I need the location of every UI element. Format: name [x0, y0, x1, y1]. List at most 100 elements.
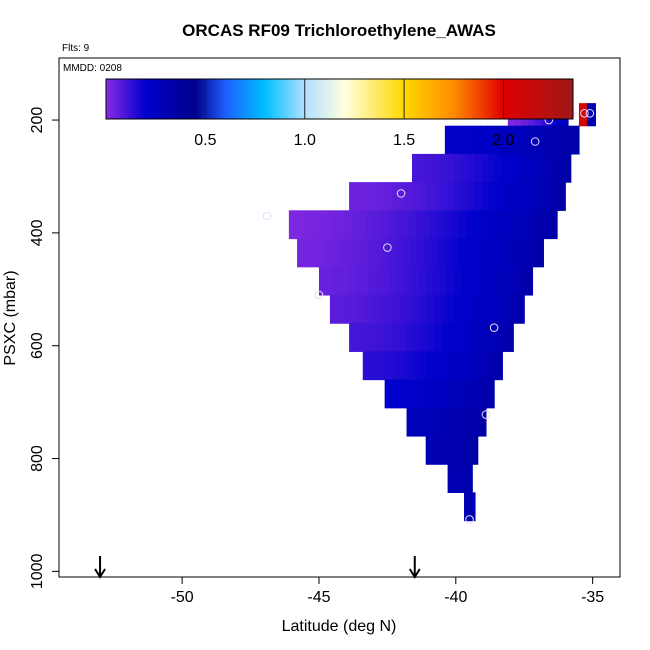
- heatmap-cell: [486, 210, 495, 240]
- heatmap-cell: [353, 238, 362, 268]
- heatmap-cell: [475, 294, 484, 324]
- heatmap-cell: [411, 351, 420, 381]
- heatmap-cell: [408, 210, 417, 240]
- heatmap-cell: [480, 379, 488, 409]
- heatmap-cell: [420, 407, 429, 437]
- heatmap-cell: [295, 210, 304, 240]
- heatmap-cell: [369, 182, 378, 211]
- heatmap-cell: [511, 266, 519, 296]
- heatmap-cell: [474, 153, 482, 183]
- heatmap-cell: [406, 323, 414, 352]
- heatmap-cell: [366, 210, 375, 240]
- heatmap-cell: [432, 351, 441, 381]
- heatmap-cell: [487, 153, 496, 183]
- heatmap-cell: [500, 210, 509, 240]
- heatmap-cell: [375, 266, 384, 296]
- heatmap-cell: [454, 266, 462, 296]
- heatmap-cell: [495, 182, 504, 211]
- heatmap-cell: [466, 125, 474, 155]
- heatmap-cell: [550, 153, 558, 183]
- heatmap-cell: [460, 153, 468, 183]
- heatmap-cell: [359, 210, 368, 240]
- heatmap-cell: [466, 464, 473, 493]
- heatmap-cell: [369, 351, 378, 381]
- sample-point: [383, 243, 392, 252]
- heatmap-cell: [432, 266, 441, 296]
- heatmap-cell: [432, 182, 441, 211]
- heatmap-cell: [481, 153, 489, 183]
- sample-point: [262, 211, 272, 221]
- heatmap-cell: [343, 294, 352, 324]
- heatmap-cell: [482, 294, 491, 324]
- heatmap-cell: [326, 266, 334, 296]
- heatmap-cell: [331, 210, 339, 240]
- heatmap-cell: [535, 210, 544, 240]
- heatmap-cell: [377, 323, 386, 352]
- heatmap-cell: [494, 153, 503, 183]
- heatmap-cell: [469, 492, 476, 522]
- heatmap-cell: [423, 238, 432, 268]
- colorbar-tick-label: 0.5: [194, 132, 216, 149]
- heatmap-cell: [515, 153, 524, 183]
- heatmap-cell: [542, 210, 551, 240]
- heatmap-cell: [404, 266, 413, 296]
- heatmap-cell: [528, 210, 537, 240]
- x-tick-label: -35: [581, 589, 604, 606]
- heatmap-cell: [536, 238, 544, 268]
- heatmap-cell: [473, 125, 481, 155]
- heatmap-cell: [457, 407, 465, 437]
- heatmap-cell: [302, 210, 311, 240]
- heatmap-cell: [458, 238, 467, 268]
- heatmap-cell: [361, 266, 370, 296]
- heatmap-cell: [437, 238, 446, 268]
- heatmap-cell: [329, 294, 338, 324]
- heatmap-cell: [496, 266, 505, 296]
- heatmap-cell: [522, 153, 530, 183]
- heatmap-cell: [460, 351, 469, 381]
- heatmap-cell: [363, 323, 372, 352]
- heatmap-cell: [451, 210, 459, 240]
- heatmap-cell: [434, 323, 443, 352]
- heatmap-cell: [543, 153, 551, 183]
- heatmap-cell: [345, 210, 353, 240]
- heatmap-cell: [481, 182, 490, 211]
- flights-label: Flts: 9: [62, 43, 90, 54]
- heatmap-cell: [478, 407, 487, 437]
- heatmap-cell: [405, 379, 413, 409]
- y-tick-label: 1000: [29, 553, 46, 589]
- heatmap-cell: [333, 266, 341, 296]
- heatmap-cell: [392, 294, 400, 324]
- heatmap-cell: [318, 266, 327, 296]
- heatmap-cell: [433, 435, 442, 465]
- heatmap-cell: [397, 351, 406, 381]
- heatmap-cell: [425, 435, 434, 465]
- heatmap-cell: [454, 294, 463, 324]
- heatmap-cell: [501, 153, 510, 183]
- heatmap-cell: [430, 210, 438, 240]
- heatmap-cell: [394, 210, 403, 240]
- heatmap-cell: [370, 323, 379, 352]
- sample-point: [585, 108, 595, 118]
- heatmap-cell: [518, 266, 526, 296]
- heatmap-cell: [338, 210, 346, 240]
- heatmap-cell: [391, 323, 400, 352]
- heatmap-cell: [420, 323, 429, 352]
- x-tick-label: -40: [444, 589, 467, 606]
- sample-point: [489, 323, 499, 332]
- heatmap-cell: [425, 153, 434, 183]
- heatmap-cell: [517, 294, 525, 324]
- heatmap-cell: [477, 323, 486, 352]
- heatmap-cell: [362, 351, 371, 381]
- y-tick-label: 600: [29, 332, 46, 359]
- heatmap-cell: [367, 238, 376, 268]
- heatmap-cell: [489, 266, 498, 296]
- heatmap-cell: [551, 182, 559, 211]
- heatmap-cell: [350, 294, 359, 324]
- heatmap-cell: [406, 407, 415, 437]
- heatmap-cell: [453, 153, 461, 183]
- heatmap-cell: [383, 266, 391, 296]
- heatmap-cell: [515, 125, 524, 155]
- heatmap-cell: [371, 294, 380, 324]
- heatmap-cell: [571, 125, 580, 155]
- heatmap-cell: [347, 266, 356, 296]
